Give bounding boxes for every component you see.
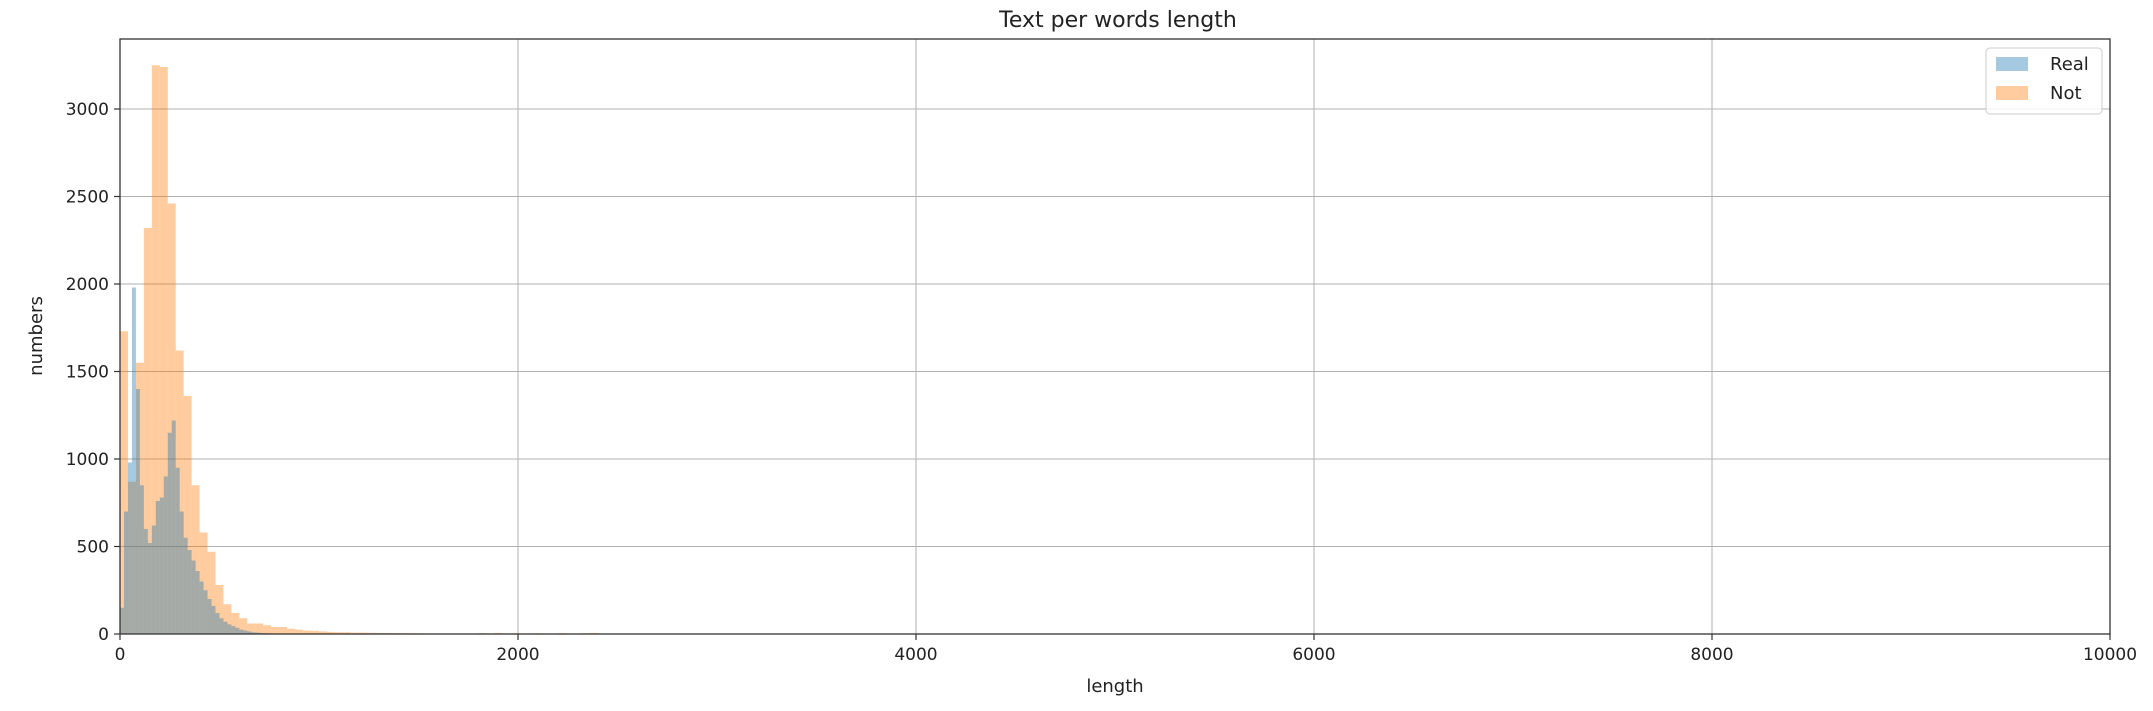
bar-not xyxy=(287,628,296,634)
y-tick-label: 3000 xyxy=(66,100,109,120)
bar-real xyxy=(183,537,188,634)
bar-not xyxy=(231,613,240,634)
bar-real xyxy=(203,590,208,634)
bar-real xyxy=(163,476,168,634)
bar-not xyxy=(326,631,335,634)
bar-not xyxy=(271,627,280,634)
y-tick-label: 0 xyxy=(98,625,109,645)
bar-real xyxy=(191,560,196,634)
legend-box xyxy=(1985,47,2103,115)
legend-swatch-real xyxy=(1996,57,2028,71)
x-tick-label: 10000 xyxy=(2083,645,2137,665)
bar-real xyxy=(151,525,156,634)
bar-not xyxy=(127,481,136,634)
bar-not xyxy=(358,632,367,634)
bar-not xyxy=(223,604,232,634)
bar-real xyxy=(179,511,184,634)
x-tick-label: 6000 xyxy=(1292,645,1335,665)
plot-area: 0 2000 4000 6000 8000 10000 0 500 1000 1500 2000 25… xyxy=(66,38,2137,665)
bar-not xyxy=(334,632,343,634)
bar-not xyxy=(143,228,152,634)
bar-real xyxy=(219,618,224,634)
bar-not xyxy=(207,551,216,634)
bar-real xyxy=(251,632,256,634)
bar-not xyxy=(199,532,208,634)
histogram-bars xyxy=(120,65,598,634)
bar-not xyxy=(350,632,359,634)
bar-real xyxy=(243,630,248,634)
bar-real xyxy=(147,543,152,634)
bar-real xyxy=(231,626,236,634)
bar-real xyxy=(171,420,176,634)
bar-real xyxy=(135,389,140,634)
bar-not xyxy=(311,630,319,634)
chart-title: Text per words length xyxy=(998,8,1237,33)
legend-label-not: Not xyxy=(2050,83,2082,104)
bar-real xyxy=(123,511,128,634)
legend: Real Not xyxy=(1985,47,2103,115)
bar-real xyxy=(127,462,132,634)
bar-not xyxy=(279,627,288,634)
bar-real xyxy=(235,627,240,634)
bar-real xyxy=(187,550,192,634)
bar-real xyxy=(223,621,228,634)
axis-ticks: 0 2000 4000 6000 8000 10000 0 500 1000 1500 2000 25… xyxy=(66,100,2137,665)
bar-real xyxy=(167,432,172,634)
bar-not xyxy=(255,623,264,634)
bar-not xyxy=(167,203,176,634)
bar-real xyxy=(247,631,252,634)
bar-not xyxy=(191,485,200,634)
bar-real xyxy=(215,613,220,634)
bar-real xyxy=(199,581,204,634)
y-tick-label: 2500 xyxy=(66,188,109,208)
bar-not xyxy=(295,629,304,634)
bar-real xyxy=(131,287,136,634)
series-real xyxy=(120,287,284,634)
x-tick-label: 8000 xyxy=(1690,645,1733,665)
bar-not xyxy=(175,350,184,634)
x-tick-label: 4000 xyxy=(894,645,937,665)
bar-not xyxy=(183,396,192,634)
bar-not xyxy=(151,65,160,634)
bar-real xyxy=(207,599,212,634)
bar-real xyxy=(211,606,216,634)
bar-real xyxy=(227,624,232,634)
y-axis-label: numbers xyxy=(26,296,47,376)
plot-background xyxy=(120,39,2110,634)
bar-not xyxy=(319,631,327,634)
legend-label-real: Real xyxy=(2050,54,2089,75)
bar-real xyxy=(255,632,260,634)
y-tick-label: 1000 xyxy=(66,450,109,470)
x-tick-label: 0 xyxy=(115,645,126,665)
legend-swatch-not xyxy=(1996,86,2028,100)
bar-not xyxy=(135,362,144,634)
bar-not xyxy=(120,331,128,634)
bar-not xyxy=(159,67,168,634)
bar-not xyxy=(263,625,272,634)
y-tick-label: 500 xyxy=(77,538,109,558)
bar-real xyxy=(239,629,244,634)
bar-real xyxy=(195,571,200,634)
bar-not xyxy=(303,630,312,634)
bar-real xyxy=(139,485,144,634)
plot-frame xyxy=(119,38,2111,635)
bar-real xyxy=(143,529,148,634)
bar-real xyxy=(159,497,164,634)
bar-not xyxy=(215,585,224,634)
bar-not xyxy=(342,632,351,634)
bar-real xyxy=(120,607,124,634)
x-axis-label: length xyxy=(1086,676,1143,697)
y-tick-label: 1500 xyxy=(66,363,109,383)
bar-real xyxy=(155,501,160,634)
y-tick-label: 2000 xyxy=(66,275,109,295)
bar-real xyxy=(175,467,180,634)
bar-not xyxy=(239,618,248,634)
bar-not xyxy=(247,623,256,634)
x-tick-label: 2000 xyxy=(496,645,539,665)
series-not xyxy=(120,65,598,634)
